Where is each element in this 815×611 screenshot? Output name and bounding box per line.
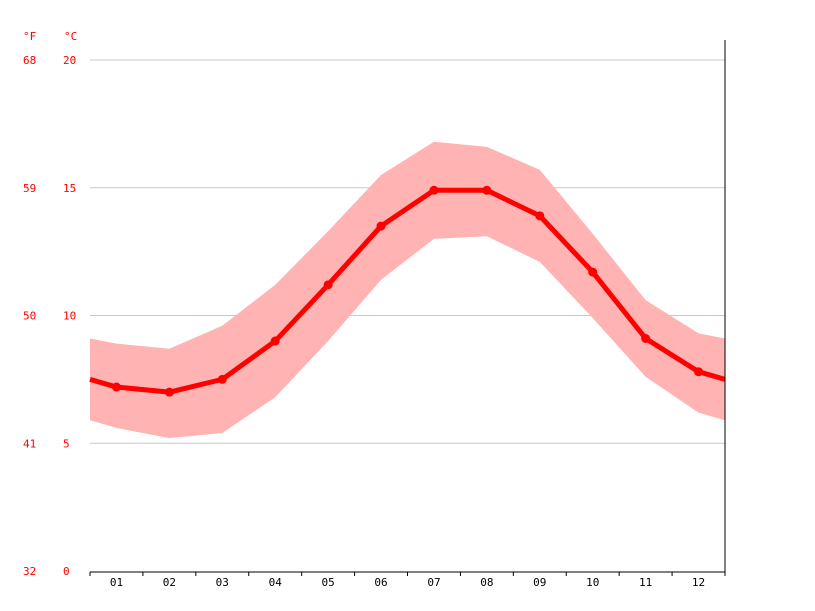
data-point	[694, 367, 704, 377]
x-tick-label: 11	[639, 576, 652, 589]
y-tick-label-fahrenheit: 68	[23, 54, 36, 67]
x-tick-label: 03	[216, 576, 229, 589]
data-point	[111, 382, 121, 392]
y-tick-label-celsius: 0	[63, 565, 70, 578]
fahrenheit-unit-label: °F	[23, 30, 36, 43]
mean-temperature-line	[89, 187, 726, 395]
x-tick-label: 09	[533, 576, 546, 589]
x-tick-label: 07	[427, 576, 440, 589]
x-tick-label: 06	[374, 576, 387, 589]
data-point	[270, 336, 280, 346]
data-point	[164, 387, 174, 397]
y-tick-label-celsius: 15	[63, 182, 76, 195]
y-tick-label-celsius: 10	[63, 310, 76, 323]
data-point	[482, 185, 492, 195]
x-tick-label: 12	[692, 576, 705, 589]
data-point	[217, 374, 227, 384]
y-tick-label-celsius: 5	[63, 437, 70, 450]
temperature-range-band	[90, 141, 725, 439]
x-tick-label: 02	[163, 576, 176, 589]
celsius-unit-label: °C	[64, 30, 77, 43]
data-point	[535, 211, 545, 221]
y-tick-label-fahrenheit: 41	[23, 437, 36, 450]
x-tick-label: 08	[480, 576, 493, 589]
data-point	[641, 333, 651, 343]
y-tick-label-fahrenheit: 59	[23, 182, 36, 195]
x-tick-label: 10	[586, 576, 599, 589]
data-point	[376, 221, 386, 231]
y-tick-label-fahrenheit: 50	[23, 310, 36, 323]
x-tick-label: 04	[269, 576, 283, 589]
x-tick-label: 01	[110, 576, 123, 589]
y-tick-label-celsius: 20	[63, 54, 76, 67]
x-tick-label: 05	[322, 576, 335, 589]
y-tick-label-fahrenheit: 32	[23, 565, 36, 578]
data-point	[323, 280, 333, 290]
data-point	[429, 185, 439, 195]
data-point	[588, 267, 598, 277]
